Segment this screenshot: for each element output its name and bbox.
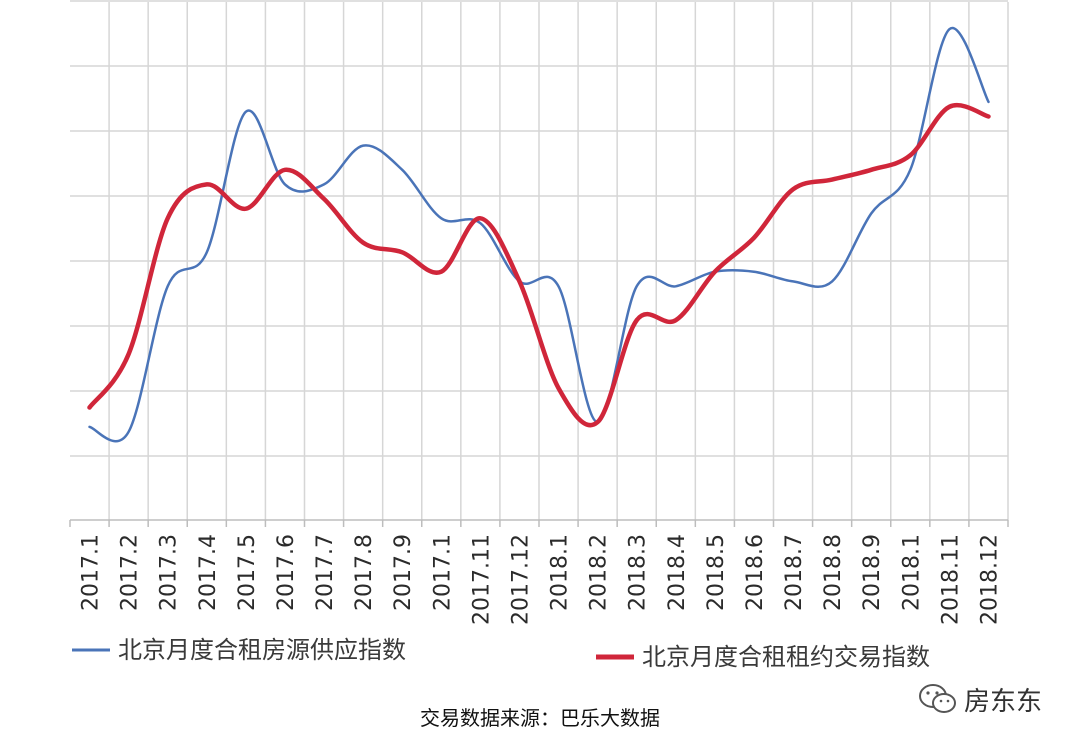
chart-grid bbox=[70, 0, 1009, 520]
x-tick-label: 2017.2 bbox=[118, 534, 143, 611]
x-tick-label: 2017.4 bbox=[196, 534, 221, 611]
x-tick-label: 2018.6 bbox=[743, 534, 768, 611]
legend: 北京月度合租房源供应指数 北京月度合租租约交易指数 bbox=[72, 636, 930, 671]
x-tick-label: 2017.1 bbox=[79, 534, 104, 611]
x-tick-label: 2018.9 bbox=[860, 534, 885, 611]
x-axis: 2017.1 2017.2 2017.3 2017.4 2017.5 2017.6 2017… bbox=[69, 519, 1009, 625]
legend-label-supply: 北京月度合租房源供应指数 bbox=[118, 636, 406, 664]
x-tick-label: 2018.1 bbox=[548, 534, 573, 611]
x-tick-label: 2018.5 bbox=[704, 534, 729, 611]
x-tick-label: 2018.2 bbox=[587, 534, 612, 611]
x-tick-label: 2017.11 bbox=[469, 534, 494, 625]
data-source-note: 交易数据来源：巴乐大数据 bbox=[420, 706, 660, 730]
supply-index-line bbox=[88, 26, 990, 443]
x-tick-label: 2018.4 bbox=[665, 534, 690, 611]
x-tick-label: 2017.7 bbox=[313, 534, 338, 611]
x-tick-label: 2018.8 bbox=[821, 534, 846, 611]
chart-series bbox=[87, 26, 991, 443]
x-tick-label: 2017.5 bbox=[235, 534, 260, 611]
x-tick-label: 2017.12 bbox=[508, 534, 533, 625]
transaction-index-line bbox=[87, 103, 991, 428]
x-tick-label: 2018.12 bbox=[977, 534, 1002, 625]
x-tick-label: 2018.7 bbox=[782, 534, 807, 611]
x-tick-label: 2017.9 bbox=[391, 534, 416, 611]
legend-label-transaction: 北京月度合租租约交易指数 bbox=[642, 643, 930, 671]
x-tick-label: 2017.8 bbox=[352, 534, 377, 611]
x-tick-label: 2018.1 bbox=[899, 534, 924, 611]
x-tick-label: 2017.6 bbox=[274, 534, 299, 611]
x-tick-label: 2017.1 bbox=[430, 534, 455, 611]
watermark-text: 房东东 bbox=[964, 686, 1043, 717]
wechat-icon bbox=[919, 684, 956, 713]
x-tick-label: 2018.11 bbox=[938, 534, 963, 625]
x-tick-label: 2018.3 bbox=[626, 534, 651, 611]
x-tick-label: 2017.3 bbox=[157, 534, 182, 611]
watermark: 房东东 bbox=[918, 680, 1042, 718]
